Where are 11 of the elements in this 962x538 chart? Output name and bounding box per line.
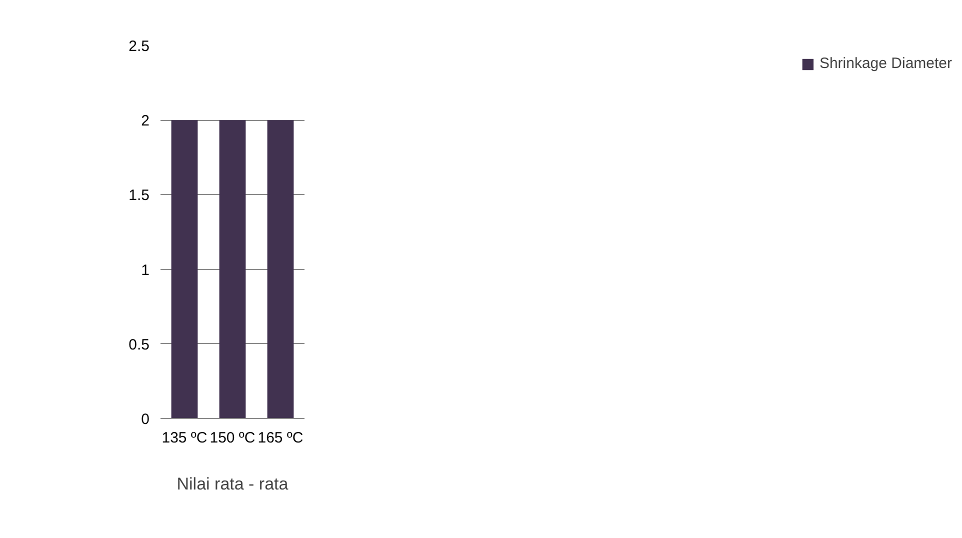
x-axis-title: Nilai rata - rata bbox=[176, 474, 289, 494]
y-tick-label: 1.5 bbox=[128, 187, 150, 204]
legend-label: Shrinkage Diameter bbox=[819, 55, 952, 72]
x-tick-label: 135 ºC bbox=[162, 430, 208, 446]
x-tick-label: 150 ºC bbox=[210, 430, 256, 446]
y-tick-label: 2 bbox=[141, 112, 150, 130]
x-tick-label: 165 ºC bbox=[258, 430, 304, 446]
y-tick-label: 2.5 bbox=[128, 38, 150, 55]
y-tick-label: 1 bbox=[141, 262, 150, 279]
y-tick-label: 0 bbox=[141, 411, 150, 428]
y-tick-label: 0.5 bbox=[128, 336, 150, 354]
